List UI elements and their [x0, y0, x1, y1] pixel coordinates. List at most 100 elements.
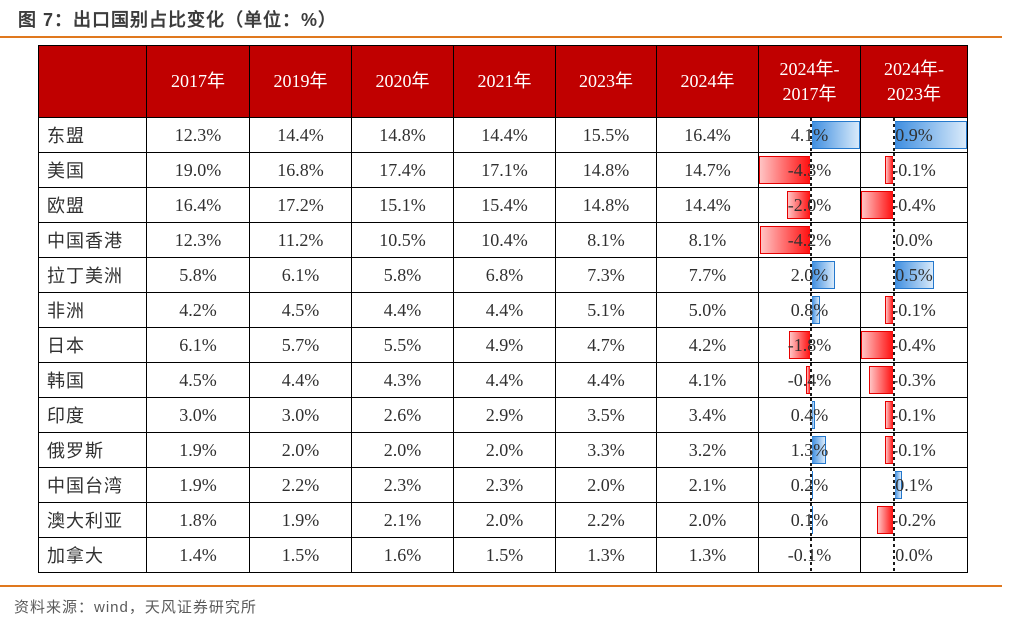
databar-axis	[809, 258, 812, 292]
diff-cell: -0.1%	[861, 433, 968, 468]
value-text: 5.7%	[281, 334, 320, 355]
value-cell: 3.4%	[657, 398, 759, 433]
value-cell: 1.9%	[147, 433, 250, 468]
value-text: 5.8%	[179, 264, 217, 285]
value-cell: 16.4%	[657, 118, 759, 153]
value-text: 4.4%	[485, 299, 524, 320]
value-text: 2.0%	[383, 439, 422, 460]
value-cell: 1.9%	[250, 503, 352, 538]
value-text: 4.4%	[485, 369, 524, 390]
value-text: 15.5%	[582, 124, 630, 145]
diff-text: 0.2%	[790, 474, 829, 495]
diff-text: -1.8%	[787, 334, 832, 355]
databar-negative	[877, 506, 894, 534]
value-text: 19.0%	[174, 159, 222, 180]
accent-line-top	[0, 36, 1002, 38]
diff-cell: -0.4%	[759, 363, 861, 398]
row-label: 韩国	[39, 363, 147, 398]
diff-cell: -0.4%	[861, 188, 968, 223]
row-label: 加拿大	[39, 538, 147, 573]
diff-cell: -4.3%	[759, 153, 861, 188]
value-cell: 2.6%	[352, 398, 454, 433]
value-text: 3.5%	[587, 404, 625, 425]
diff-cell: -0.1%	[759, 538, 861, 573]
value-text: 4.2%	[688, 334, 727, 355]
value-cell: 10.5%	[352, 223, 454, 258]
value-text: 4.7%	[587, 334, 625, 355]
diff-cell: 0.1%	[759, 503, 861, 538]
value-text: 4.9%	[485, 334, 524, 355]
row-label: 日本	[39, 328, 147, 363]
value-cell: 4.9%	[454, 328, 556, 363]
value-text: 2.0%	[587, 474, 625, 495]
value-text: 2.0%	[281, 439, 320, 460]
value-cell: 1.4%	[147, 538, 250, 573]
value-text: 2.1%	[383, 509, 422, 530]
value-text: 16.4%	[174, 194, 222, 215]
diff-text: 1.3%	[790, 439, 829, 460]
diff-text: -0.1%	[892, 299, 936, 320]
value-text: 3.2%	[688, 439, 727, 460]
value-cell: 1.5%	[250, 538, 352, 573]
databar-axis	[809, 468, 812, 502]
databar-axis	[809, 293, 812, 327]
value-cell: 1.8%	[147, 503, 250, 538]
databar-axis	[892, 503, 895, 537]
value-text: 1.8%	[179, 509, 217, 530]
value-text: 16.8%	[277, 159, 324, 180]
row-label: 拉丁美洲	[39, 258, 147, 293]
value-text: 1.4%	[179, 544, 217, 565]
diff-text: 0.4%	[790, 404, 829, 425]
value-text: 6.8%	[485, 264, 524, 285]
value-cell: 5.8%	[352, 258, 454, 293]
value-cell: 3.2%	[657, 433, 759, 468]
value-text: 8.1%	[587, 229, 625, 250]
row-label: 俄罗斯	[39, 433, 147, 468]
row-label: 印度	[39, 398, 147, 433]
diff-cell: 4.1%	[759, 118, 861, 153]
value-text: 17.2%	[277, 194, 324, 215]
value-cell: 5.0%	[657, 293, 759, 328]
value-cell: 17.4%	[352, 153, 454, 188]
value-cell: 6.1%	[250, 258, 352, 293]
diff-cell: 0.0%	[861, 223, 968, 258]
value-cell: 14.7%	[657, 153, 759, 188]
row-label: 欧盟	[39, 188, 147, 223]
value-text: 1.5%	[485, 544, 524, 565]
databar-axis	[809, 118, 812, 152]
value-cell: 15.1%	[352, 188, 454, 223]
diff-cell: -0.2%	[861, 503, 968, 538]
value-text: 4.1%	[688, 369, 727, 390]
value-cell: 14.4%	[454, 118, 556, 153]
value-text: 2.1%	[688, 474, 727, 495]
value-cell: 3.0%	[250, 398, 352, 433]
value-text: 11.2%	[277, 229, 324, 250]
value-cell: 4.2%	[657, 328, 759, 363]
value-text: 4.4%	[587, 369, 625, 390]
value-text: 4.4%	[383, 299, 422, 320]
diff-text: -2.0%	[787, 194, 832, 215]
header-cell-blank	[39, 46, 147, 118]
diff-cell: 0.0%	[861, 538, 968, 573]
databar-axis	[892, 398, 895, 432]
value-cell: 7.3%	[556, 258, 657, 293]
diff-text: -0.2%	[892, 509, 936, 530]
value-cell: 15.4%	[454, 188, 556, 223]
source-note: 资料来源：wind，天风证券研究所	[14, 599, 257, 616]
value-cell: 11.2%	[250, 223, 352, 258]
value-text: 3.4%	[688, 404, 727, 425]
databar-axis	[809, 328, 812, 362]
value-cell: 2.3%	[454, 468, 556, 503]
diff-text: 0.0%	[895, 544, 933, 565]
value-text: 2.9%	[485, 404, 524, 425]
databar-negative	[861, 331, 894, 359]
diff-text: 0.5%	[895, 264, 933, 285]
value-text: 17.1%	[481, 159, 528, 180]
value-cell: 2.0%	[454, 433, 556, 468]
diff-cell: 2.0%	[759, 258, 861, 293]
diff-cell: 0.2%	[759, 468, 861, 503]
value-cell: 8.1%	[657, 223, 759, 258]
row-label: 东盟	[39, 118, 147, 153]
figure-title: 图 7：出口国别占比变化（单位：%）	[18, 10, 338, 30]
